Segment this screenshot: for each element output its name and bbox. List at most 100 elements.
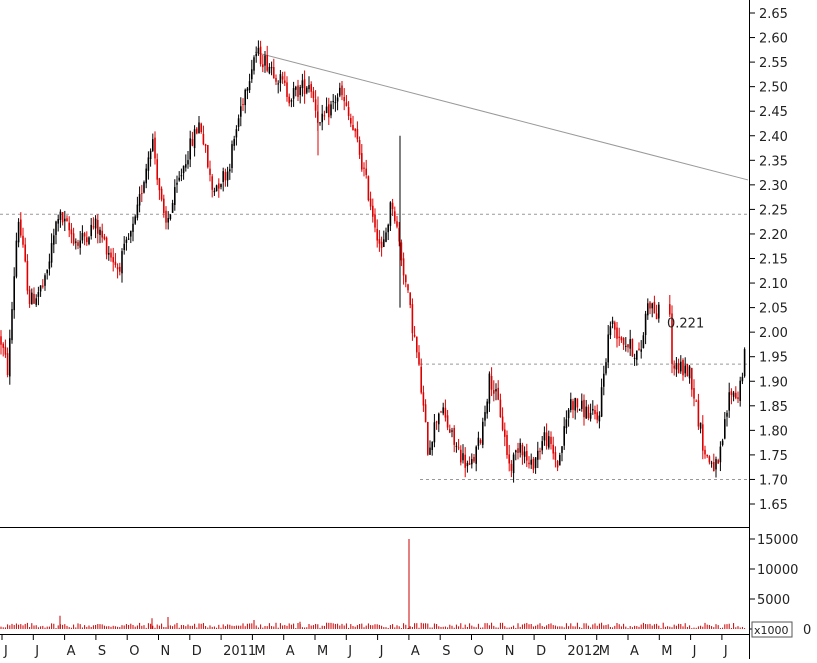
- candle-body: [431, 441, 433, 450]
- candle-body: [728, 392, 730, 411]
- candle-body: [655, 313, 658, 320]
- time-tick-label: A: [67, 644, 76, 659]
- candle-body: [178, 177, 180, 181]
- candle-body: [334, 102, 337, 104]
- time-tick-label: J: [347, 644, 352, 659]
- candle-body: [365, 168, 367, 175]
- candle-body: [226, 171, 229, 181]
- candle-body: [42, 285, 44, 287]
- candle-body: [737, 397, 739, 399]
- candle-body: [143, 182, 145, 193]
- candle-body: [251, 69, 253, 80]
- candle-body: [156, 159, 158, 180]
- price-annotation: 0.221: [667, 316, 704, 331]
- candle-body: [295, 86, 297, 90]
- candle-body: [457, 447, 460, 449]
- candle-body: [284, 80, 286, 83]
- candle-body: [352, 124, 354, 131]
- candle-body: [182, 165, 185, 174]
- candle-body: [180, 175, 183, 177]
- candle-body: [121, 251, 123, 274]
- candle-body: [567, 409, 570, 419]
- candle-body: [314, 99, 317, 111]
- candle-body: [409, 292, 411, 306]
- candle-body: [446, 415, 449, 428]
- candle-body: [400, 242, 403, 261]
- candle-body: [202, 133, 205, 145]
- time-tick-label: A: [411, 644, 420, 659]
- candle-body: [493, 390, 495, 394]
- candle-body: [28, 289, 31, 304]
- candle-body: [732, 392, 735, 397]
- candle-body: [460, 449, 462, 463]
- candle-body: [475, 446, 477, 464]
- candle-body: [669, 304, 671, 315]
- candle-body: [636, 350, 638, 360]
- candle-body: [343, 96, 345, 102]
- time-tick-label: N: [505, 644, 515, 659]
- candle-body: [468, 463, 471, 465]
- candle-body: [622, 337, 625, 345]
- candle-body: [215, 185, 218, 192]
- candle-body: [319, 122, 321, 124]
- candle-body: [675, 363, 678, 370]
- candle-body: [187, 160, 189, 165]
- candle-body: [130, 230, 132, 237]
- candle-body: [200, 123, 202, 132]
- volume-panel: [0, 539, 746, 629]
- candle-body: [61, 212, 64, 223]
- candle-body: [81, 233, 84, 241]
- candle-body: [288, 96, 290, 104]
- candle-body: [398, 227, 400, 242]
- candle-body: [581, 400, 583, 409]
- price-axis-ticks: 2.65 2.60 2.55 2.50 2.45 2.40 2.35 2.30 2.25 2.20…: [749, 7, 788, 513]
- candle-body: [394, 211, 396, 222]
- time-tick-label: M: [317, 644, 328, 659]
- price-tick-label: 2.10: [759, 277, 788, 292]
- price-tick-label: 2.15: [759, 253, 788, 268]
- time-tick-label: J: [3, 644, 8, 659]
- candle-body: [563, 426, 565, 446]
- candle-body: [488, 373, 491, 404]
- candle-body: [691, 368, 693, 390]
- candle-body: [92, 226, 95, 228]
- volume-tick-label: 5000: [757, 593, 790, 608]
- candle-body: [587, 406, 590, 419]
- candle-body: [171, 203, 174, 213]
- time-tick-label: M: [599, 644, 610, 659]
- candle-body: [605, 362, 607, 374]
- candle-body: [97, 219, 99, 234]
- volume-axis-ticks: 15000 10000 5000 0: [749, 533, 811, 638]
- candle-body: [253, 57, 255, 71]
- candle-body: [739, 380, 741, 401]
- candle-body: [510, 463, 513, 471]
- candle-body: [471, 459, 473, 465]
- candle-body: [526, 450, 528, 461]
- candle-body: [519, 442, 521, 453]
- candle-body: [464, 454, 466, 468]
- candle-body: [17, 221, 20, 243]
- candle-body: [743, 349, 746, 377]
- price-tick-label: 2.55: [759, 56, 788, 71]
- candle-body: [695, 400, 697, 402]
- candle-body: [127, 238, 130, 240]
- candle-body: [169, 214, 172, 220]
- candle-body: [682, 360, 684, 376]
- candle-body: [26, 260, 29, 291]
- candle-body: [6, 353, 9, 376]
- time-tick-label: O: [474, 644, 484, 659]
- candle-body: [565, 419, 568, 429]
- candle-body: [50, 243, 53, 263]
- candle-body: [108, 252, 110, 255]
- candle-body: [196, 128, 198, 134]
- candle-body: [224, 172, 227, 181]
- time-tick-label: N: [161, 644, 171, 659]
- candle-body: [273, 67, 275, 79]
- candle-body: [616, 327, 618, 339]
- candle-body: [209, 168, 211, 175]
- candle-body: [376, 228, 378, 241]
- candle-body: [391, 202, 394, 209]
- candle-body: [211, 176, 213, 190]
- candle-body: [347, 107, 350, 116]
